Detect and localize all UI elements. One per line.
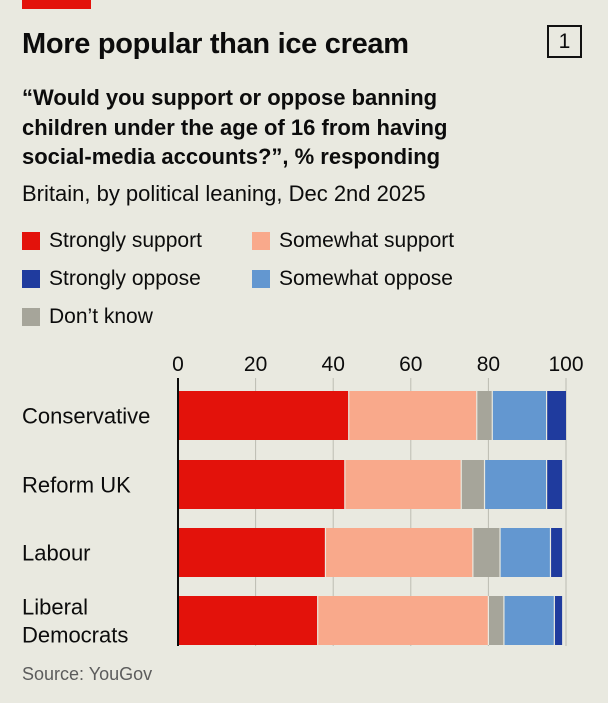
- x-tick-label: 80: [477, 353, 500, 376]
- legend-swatch: [22, 308, 40, 326]
- bar-strongly-oppose: [550, 528, 563, 577]
- category-label: Labour: [22, 541, 91, 566]
- bar-strongly-support: [178, 391, 349, 440]
- chart-title: More popular than ice cream: [22, 28, 409, 60]
- legend-swatch: [22, 270, 40, 288]
- chart-description: Britain, by political leaning, Dec 2nd 2…: [22, 181, 426, 206]
- legend-label: Strongly oppose: [49, 267, 201, 290]
- legend-swatch: [252, 270, 270, 288]
- legend-item-strongly-oppose: Strongly oppose: [22, 264, 201, 294]
- legend-label: Strongly support: [49, 229, 202, 252]
- bar-somewhat-oppose: [484, 460, 547, 509]
- x-tick-label: 20: [244, 353, 267, 376]
- bar-strongly-support: [178, 528, 326, 577]
- bar-somewhat-oppose: [492, 391, 547, 440]
- x-tick-label: 100: [548, 353, 583, 376]
- legend-item-strongly-support: Strongly support: [22, 226, 202, 256]
- category-label: Conservative: [22, 404, 150, 429]
- chart-subtitle: “Would you support or oppose banning chi…: [22, 85, 448, 169]
- bar-strongly-oppose: [554, 596, 563, 645]
- brand-bar: [22, 0, 91, 9]
- bar-strongly-support: [178, 596, 318, 645]
- x-tick-label: 60: [399, 353, 422, 376]
- x-tick-label: 40: [322, 353, 345, 376]
- source-note: Source: YouGov: [22, 664, 153, 684]
- legend-label: Somewhat support: [279, 229, 455, 252]
- bar-don-t-know: [476, 391, 493, 440]
- chart-number-badge: 1: [547, 25, 582, 58]
- bar-don-t-know: [472, 528, 501, 577]
- bar-somewhat-oppose: [503, 596, 555, 645]
- bar-somewhat-support: [317, 596, 489, 645]
- bar-strongly-oppose: [546, 460, 563, 509]
- legend-swatch: [22, 232, 40, 250]
- bar-somewhat-support: [348, 391, 477, 440]
- bar-somewhat-support: [344, 460, 462, 509]
- bar-strongly-oppose: [546, 391, 566, 440]
- legend-label: Don’t know: [49, 305, 153, 328]
- legend-label: Somewhat oppose: [279, 267, 453, 290]
- category-label: Reform UK: [22, 473, 131, 498]
- category-label: Democrats: [22, 623, 128, 648]
- bar-strongly-support: [178, 460, 345, 509]
- bar-somewhat-oppose: [500, 528, 551, 577]
- category-label: Liberal: [22, 595, 88, 620]
- legend-item-somewhat-support: Somewhat support: [252, 226, 454, 256]
- legend-swatch: [252, 232, 270, 250]
- x-tick-label: 0: [172, 353, 184, 376]
- bar-don-t-know: [488, 596, 504, 645]
- bar-don-t-know: [461, 460, 485, 509]
- legend-item-dont-know: Don’t know: [22, 302, 153, 332]
- legend-item-somewhat-oppose: Somewhat oppose: [252, 264, 453, 294]
- bar-somewhat-support: [325, 528, 473, 577]
